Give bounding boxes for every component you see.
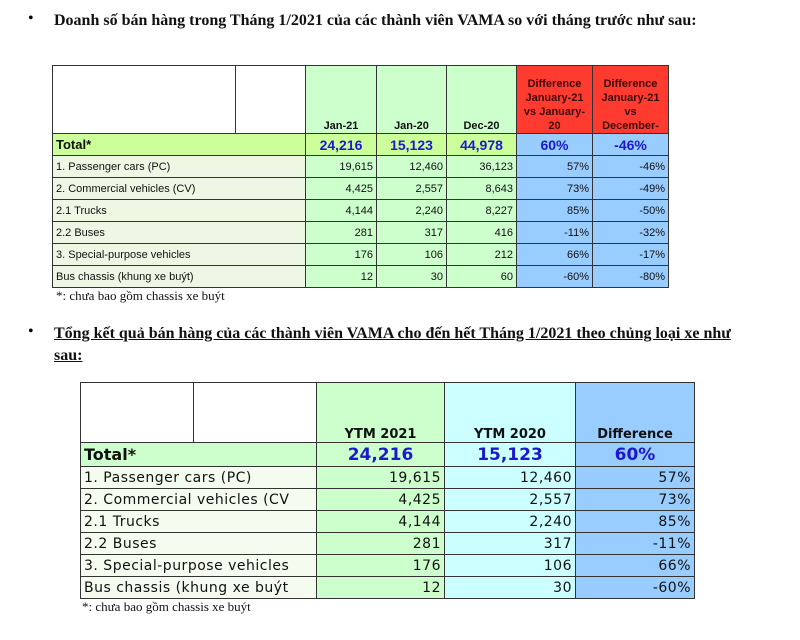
table-cell: 4,425 <box>305 177 377 200</box>
column-header: Jan-20 <box>376 65 447 134</box>
table-cell: -60% <box>575 576 695 599</box>
table-cell: 2,240 <box>376 199 447 222</box>
table-cell <box>52 65 236 134</box>
table-cell: 416 <box>446 221 517 244</box>
table-cell: -11% <box>575 532 695 555</box>
table-cell: 19,615 <box>305 155 377 178</box>
table-cell: 2. Commercial vehicles (CV) <box>52 177 306 200</box>
total-cell: 15,123 <box>444 442 576 467</box>
table-cell: -49% <box>592 177 669 200</box>
column-header: Difference <box>575 382 695 443</box>
table-cell: -32% <box>592 221 669 244</box>
table-cell: 106 <box>376 243 447 266</box>
table-cell <box>80 382 194 443</box>
footnote: *: chưa bao gồm chassis xe buýt <box>82 599 251 614</box>
table-cell: 73% <box>516 177 593 200</box>
table-cell: 176 <box>316 554 445 577</box>
table-cell: 2,240 <box>444 510 576 533</box>
bullet: • <box>28 323 34 340</box>
table-cell: 317 <box>376 221 447 244</box>
table-cell: 1. Passenger cars (PC) <box>52 155 306 178</box>
table-cell: -50% <box>592 199 669 222</box>
column-header: YTM 2020 <box>444 382 576 443</box>
bullet: • <box>28 10 34 27</box>
table-cell: 60 <box>446 265 517 288</box>
total-cell: 44,978 <box>446 133 517 156</box>
table-cell: 2,557 <box>444 488 576 511</box>
total-cell: Total* <box>52 133 306 156</box>
table-cell: 8,227 <box>446 199 517 222</box>
table-cell: 66% <box>575 554 695 577</box>
table-cell: 85% <box>516 199 593 222</box>
column-header: Difference January-21 vs January-20 <box>516 65 593 134</box>
total-cell: 60% <box>575 442 695 467</box>
table-cell: 4,144 <box>305 199 377 222</box>
table-cell: Bus chassis (khung xe buýt) <box>52 265 306 288</box>
table-cell: 2,557 <box>376 177 447 200</box>
table-cell: 317 <box>444 532 576 555</box>
table-cell: 19,615 <box>316 466 445 489</box>
table-cell: -11% <box>516 221 593 244</box>
table-cell: -46% <box>592 155 669 178</box>
table-cell: 281 <box>305 221 377 244</box>
table-cell: -60% <box>516 265 593 288</box>
table-cell: 73% <box>575 488 695 511</box>
total-cell: 60% <box>516 133 593 156</box>
table-cell: 1. Passenger cars (PC) <box>80 466 317 489</box>
total-cell: Total* <box>80 442 317 467</box>
table-cell: 66% <box>516 243 593 266</box>
table-cell <box>193 382 317 443</box>
table-cell: 176 <box>305 243 377 266</box>
table-cell: 3. Special-purpose vehicles <box>52 243 306 266</box>
table-cell: 12 <box>305 265 377 288</box>
table-cell: 281 <box>316 532 445 555</box>
table-cell: 3. Special-purpose vehicles <box>80 554 317 577</box>
table-cell <box>235 65 306 134</box>
table-cell: 12 <box>316 576 445 599</box>
table-cell: 2.1 Trucks <box>80 510 317 533</box>
table-cell: 2. Commercial vehicles (CV <box>80 488 317 511</box>
table-cell: 8,643 <box>446 177 517 200</box>
table-cell: 2.2 Buses <box>80 532 317 555</box>
table-cell: Bus chassis (khung xe buýt <box>80 576 317 599</box>
table-cell: 57% <box>516 155 593 178</box>
footnote: *: chưa bao gồm chassis xe buýt <box>56 288 225 303</box>
table-cell: -80% <box>592 265 669 288</box>
table-cell: 57% <box>575 466 695 489</box>
table-cell: -17% <box>592 243 669 266</box>
table-cell: 12,460 <box>376 155 447 178</box>
table-cell: 4,144 <box>316 510 445 533</box>
table-cell: 36,123 <box>446 155 517 178</box>
heading: Tổng kết quả bán hàng của các thành viên… <box>54 325 731 364</box>
table-cell: 4,425 <box>316 488 445 511</box>
table-cell: 106 <box>444 554 576 577</box>
total-cell: 24,216 <box>316 442 445 467</box>
table-cell: 2.2 Buses <box>52 221 306 244</box>
total-cell: 15,123 <box>376 133 447 156</box>
table-cell: 30 <box>376 265 447 288</box>
column-header: YTM 2021 <box>316 382 445 443</box>
table-cell: 85% <box>575 510 695 533</box>
total-cell: 24,216 <box>305 133 377 156</box>
table-cell: 212 <box>446 243 517 266</box>
column-header: Dec-20 <box>446 65 517 134</box>
column-header: Jan-21 <box>305 65 377 134</box>
table-cell: 12,460 <box>444 466 576 489</box>
column-header: Difference January-21 vs December- <box>592 65 669 134</box>
heading: Doanh số bán hàng trong Tháng 1/2021 của… <box>54 12 697 29</box>
table-cell: 30 <box>444 576 576 599</box>
total-cell: -46% <box>592 133 669 156</box>
table-cell: 2.1 Trucks <box>52 199 306 222</box>
